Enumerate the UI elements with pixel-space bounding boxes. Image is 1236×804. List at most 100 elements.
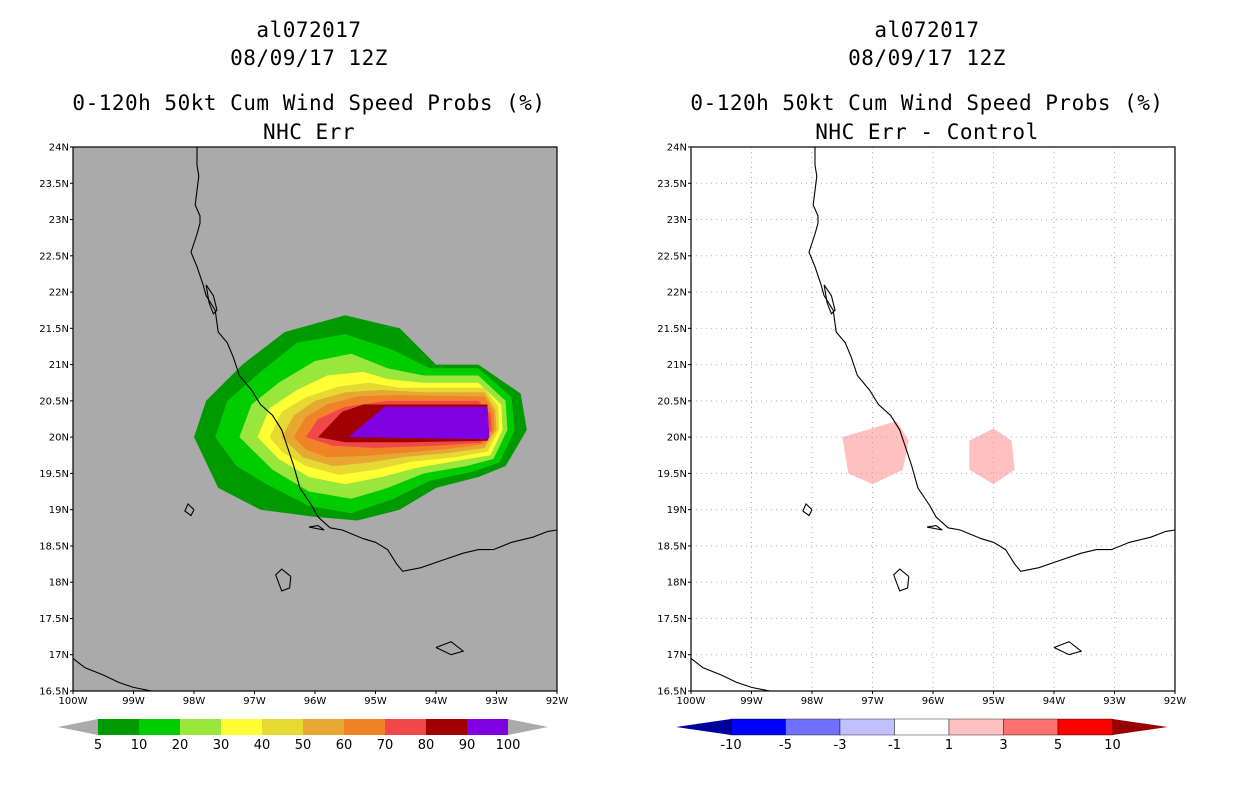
left-lat-label: 17.5N bbox=[39, 614, 69, 625]
colorbar-label: -5 bbox=[779, 738, 792, 753]
right-map: 24N 23.5N 23N 22.5N 22N 21.5N 21N 20.5N 20N 19.5N… bbox=[657, 143, 1187, 754]
left-lat-label: 17N bbox=[49, 650, 69, 661]
difference-contour-1-to-3 bbox=[969, 428, 1015, 485]
left-coast-segment bbox=[205, 284, 218, 315]
colorbar-label: 50 bbox=[295, 738, 312, 753]
colorbar-low-arrow bbox=[58, 719, 98, 735]
colorbar-label: 3 bbox=[999, 738, 1007, 753]
colorbar-label: 80 bbox=[418, 738, 435, 753]
right-lon-label: 95W bbox=[982, 696, 1005, 707]
colorbar-swatch bbox=[1057, 718, 1113, 736]
right-lat-label: 20N bbox=[667, 433, 687, 444]
colorbar-swatch bbox=[1003, 718, 1059, 736]
colorbar-swatch bbox=[839, 718, 895, 736]
right-lat-label: 16.5N bbox=[657, 687, 687, 698]
right-coast-segment bbox=[823, 284, 836, 315]
left-lat-label: 20.5N bbox=[39, 396, 69, 407]
right-lon-label: 94W bbox=[1043, 696, 1066, 707]
colorbar-label: 1 bbox=[945, 738, 953, 753]
right-lat-label: 17.5N bbox=[657, 614, 687, 625]
colorbar-low-arrow bbox=[676, 719, 731, 735]
right-coast-segment bbox=[690, 657, 770, 692]
left-lon-label: 94W bbox=[425, 696, 448, 707]
right-lat-label: 21N bbox=[667, 360, 687, 371]
right-coast-segment bbox=[808, 147, 1176, 572]
right-panel: al072017 08/09/17 12Z 0-120h 50kt Cum Wi… bbox=[618, 0, 1236, 800]
right-map-background bbox=[691, 147, 1175, 691]
left-lat-label: 22N bbox=[49, 288, 69, 299]
right-lat-label: 21.5N bbox=[657, 324, 687, 335]
colorbar-label: -10 bbox=[720, 738, 741, 753]
colorbar-label: 90 bbox=[459, 738, 476, 753]
left-subtitle: NHC Err bbox=[262, 120, 355, 144]
left-lat-label: 16.5N bbox=[39, 687, 69, 698]
left-coastline bbox=[72, 147, 558, 692]
right-lat-label: 23N bbox=[667, 215, 687, 226]
right-product-title: 0-120h 50kt Cum Wind Speed Probs (%) bbox=[690, 91, 1164, 115]
left-lon-label: 92W bbox=[546, 696, 569, 707]
left-coast-segment bbox=[435, 641, 465, 656]
right-lon-label: 97W bbox=[861, 696, 884, 707]
colorbar-label: 5 bbox=[1054, 738, 1062, 753]
right-lat-label: 19.5N bbox=[657, 469, 687, 480]
colorbar-label: 5 bbox=[94, 738, 102, 753]
colorbar-swatch bbox=[426, 719, 467, 735]
left-coast-segment bbox=[184, 502, 195, 517]
left-colorbar: 5 10 20 30 40 50 60 70 80 90 100 bbox=[58, 719, 548, 753]
left-coast-segment bbox=[72, 657, 152, 692]
colorbar-swatch bbox=[98, 719, 139, 735]
left-lat-label: 20N bbox=[49, 433, 69, 444]
colorbar-label: -1 bbox=[888, 738, 901, 753]
left-coast-segment bbox=[190, 147, 558, 572]
right-storm-id: al072017 bbox=[874, 18, 980, 42]
left-coast-segment bbox=[275, 568, 292, 592]
left-lon-label: 97W bbox=[243, 696, 266, 707]
left-lat-label: 19.5N bbox=[39, 469, 69, 480]
colorbar-swatch bbox=[467, 719, 508, 735]
right-lon-label: 99W bbox=[740, 696, 763, 707]
colorbar-label: 10 bbox=[131, 738, 148, 753]
left-lat-label: 18N bbox=[49, 578, 69, 589]
right-lat-label: 23.5N bbox=[657, 179, 687, 190]
right-lat-label: 24N bbox=[667, 143, 687, 154]
difference-contour-1-to-3 bbox=[842, 421, 909, 485]
left-lon-label: 100W bbox=[59, 696, 88, 707]
left-lat-label: 24N bbox=[49, 143, 69, 154]
right-lat-label: 17N bbox=[667, 650, 687, 661]
right-coast-segment bbox=[1053, 641, 1083, 656]
left-lat-label: 21N bbox=[49, 360, 69, 371]
right-coastline bbox=[690, 147, 1176, 692]
left-probability-contours bbox=[194, 315, 527, 521]
left-datetime: 08/09/17 12Z bbox=[230, 46, 388, 70]
probability-contour-90 bbox=[348, 406, 490, 440]
colorbar-label: 100 bbox=[496, 738, 521, 753]
left-storm-id: al072017 bbox=[256, 18, 362, 42]
right-lat-label: 22N bbox=[667, 288, 687, 299]
right-lon-label: 92W bbox=[1164, 696, 1187, 707]
colorbar-swatch bbox=[180, 719, 221, 735]
colorbar-label: 20 bbox=[172, 738, 189, 753]
right-coast-segment bbox=[926, 525, 943, 531]
colorbar-swatch bbox=[385, 719, 426, 735]
right-lat-label: 19N bbox=[667, 505, 687, 516]
right-difference-contours bbox=[842, 421, 1015, 485]
left-lon-label: 98W bbox=[183, 696, 206, 707]
right-subtitle: NHC Err - Control bbox=[815, 120, 1039, 144]
colorbar-label: 10 bbox=[1104, 738, 1121, 753]
colorbar-label: 40 bbox=[254, 738, 271, 753]
left-lat-label: 23N bbox=[49, 215, 69, 226]
left-lat-label: 23.5N bbox=[39, 179, 69, 190]
left-lon-label: 96W bbox=[304, 696, 327, 707]
colorbar-swatch bbox=[303, 719, 344, 735]
colorbar-label: 70 bbox=[377, 738, 394, 753]
right-colorbar: -10 -5 -3 -1 1 3 5 10 bbox=[676, 718, 1168, 753]
right-lat-label: 18N bbox=[667, 578, 687, 589]
right-coast-segment bbox=[893, 568, 910, 592]
right-lon-label: 96W bbox=[922, 696, 945, 707]
colorbar-swatch bbox=[262, 719, 303, 735]
right-coast-segment bbox=[802, 502, 813, 517]
colorbar-label: -3 bbox=[834, 738, 847, 753]
left-lat-label: 22.5N bbox=[39, 251, 69, 262]
left-map: 24N 23.5N 23N 22.5N 22N 21.5N 21N 20.5N 20N 19.5N… bbox=[39, 143, 569, 754]
colorbar-swatch bbox=[221, 719, 262, 735]
